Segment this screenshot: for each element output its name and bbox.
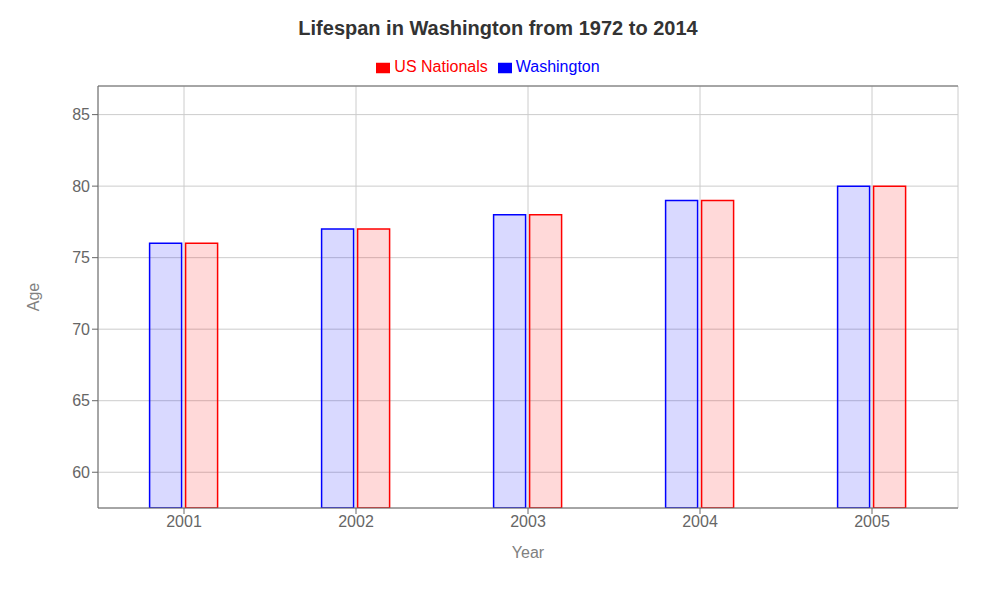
svg-text:65: 65: [72, 392, 90, 409]
svg-text:2002: 2002: [338, 513, 374, 530]
svg-text:60: 60: [72, 464, 90, 481]
svg-text:Age: Age: [25, 283, 42, 312]
svg-text:2001: 2001: [166, 513, 202, 530]
html-text:US Nationals: US Nationals: [394, 58, 488, 75]
html-text:Washington: Washington: [515, 58, 600, 75]
svg-text:70: 70: [72, 321, 90, 338]
svg-text:2004: 2004: [682, 513, 718, 530]
html-text:Lifespan in Washington from 19: Lifespan in Washington from 1972 to 2014: [298, 17, 698, 39]
svg-text:2005: 2005: [854, 513, 890, 530]
svg-text:2003: 2003: [510, 513, 546, 530]
svg-text:75: 75: [72, 249, 90, 266]
svg-text:Year: Year: [512, 544, 545, 561]
svg-text:85: 85: [72, 106, 90, 123]
svg-text:80: 80: [72, 178, 90, 195]
